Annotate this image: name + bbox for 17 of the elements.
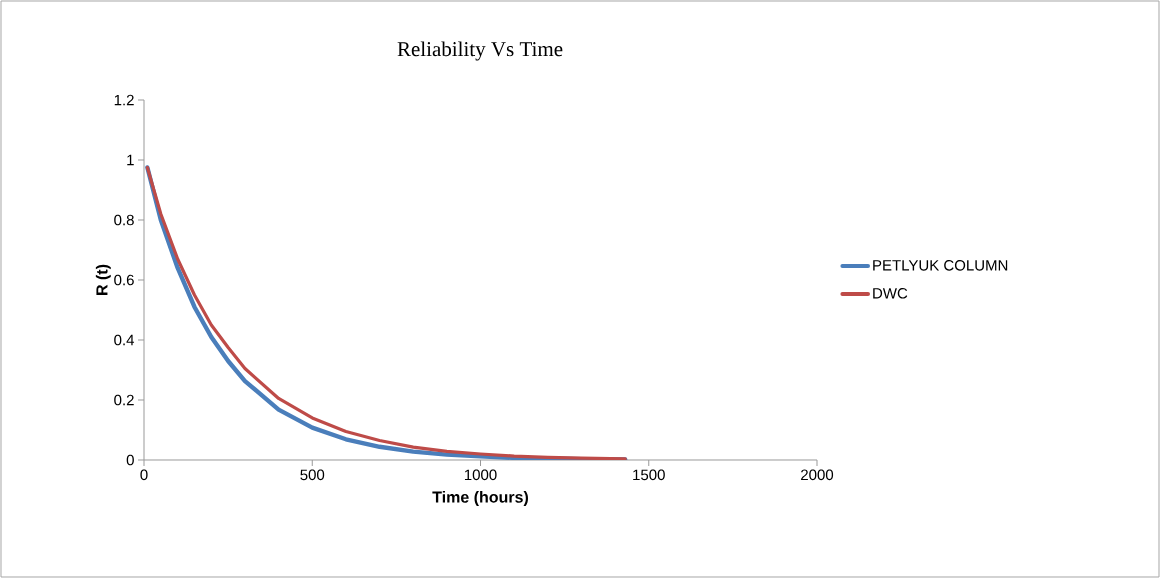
y-tick-label: 1.2 bbox=[114, 94, 134, 106]
x-tick-label: 500 bbox=[300, 469, 325, 481]
x-tick-label: 1000 bbox=[464, 469, 497, 481]
y-tick-label: 0.2 bbox=[114, 394, 134, 406]
legend-label: PETLYUK COLUMN bbox=[873, 260, 1008, 271]
x-tick-label: 2000 bbox=[801, 469, 834, 481]
y-tick-label: 0.4 bbox=[114, 334, 135, 346]
y-tick-label: 1 bbox=[127, 154, 134, 166]
x-axis-title: Time (hours) bbox=[432, 491, 528, 506]
legend-label: DWC bbox=[873, 287, 908, 299]
x-tick-label: 0 bbox=[140, 469, 148, 481]
chart-title: Reliability Vs Time bbox=[397, 41, 563, 61]
y-tick-label: 0.6 bbox=[114, 274, 134, 286]
y-tick-label: 0.8 bbox=[114, 214, 134, 226]
x-tick-label: 1500 bbox=[633, 469, 665, 481]
y-axis-title: R (t) bbox=[95, 264, 111, 295]
y-tick-label: 0 bbox=[126, 454, 134, 466]
